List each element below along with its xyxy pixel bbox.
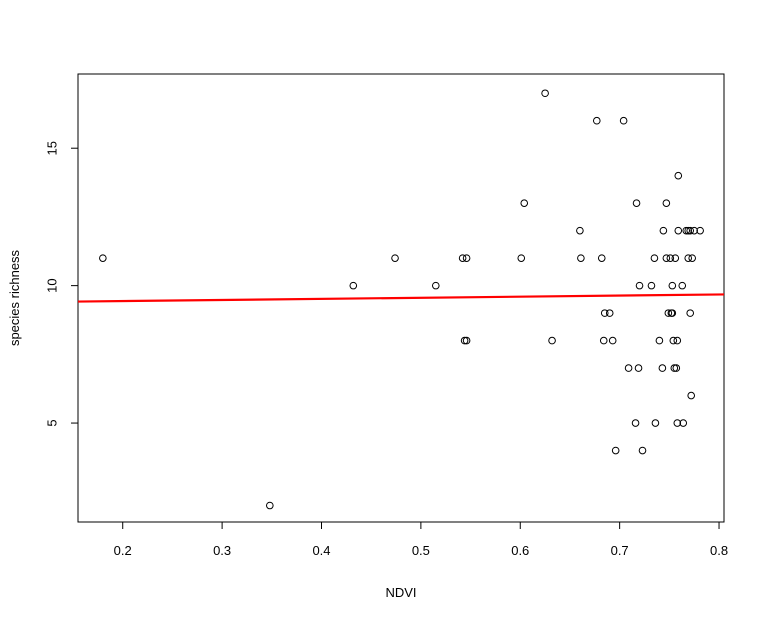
- data-point: [662, 254, 671, 262]
- data-point: [634, 364, 643, 372]
- x-tick-label: 0.5: [412, 543, 430, 558]
- y-tick-label: 10: [44, 278, 59, 292]
- data-point: [672, 364, 681, 372]
- data-point: [673, 419, 682, 427]
- data-point: [431, 281, 440, 290]
- data-point: [635, 281, 644, 290]
- data-point: [576, 226, 584, 235]
- data-point: [548, 336, 556, 345]
- data-point: [650, 254, 659, 262]
- data-point: [682, 226, 691, 235]
- data-point: [673, 336, 682, 345]
- data-point: [690, 226, 698, 235]
- x-tick-label: 0.4: [312, 543, 330, 558]
- data-point: [671, 254, 680, 262]
- data-point: [600, 309, 609, 317]
- data-point: [674, 171, 683, 180]
- data-point: [349, 281, 358, 290]
- data-point: [647, 281, 656, 290]
- x-tick-label: 0.6: [511, 543, 529, 558]
- data-point: [687, 391, 696, 400]
- data-point: [686, 309, 695, 317]
- data-points: [99, 89, 704, 510]
- data-point: [599, 336, 608, 345]
- data-point: [662, 199, 671, 207]
- data-point: [391, 254, 399, 262]
- data-point: [632, 199, 641, 207]
- y-tick-label: 15: [44, 141, 59, 155]
- data-point: [674, 226, 683, 235]
- data-point: [99, 254, 107, 262]
- data-point: [678, 281, 687, 290]
- data-point: [605, 309, 614, 317]
- data-point: [462, 336, 471, 345]
- y-tick-label: 5: [44, 419, 59, 426]
- data-point: [686, 226, 695, 235]
- data-point: [592, 116, 601, 125]
- data-point: [668, 309, 677, 317]
- regression-line: [77, 293, 725, 303]
- data-point: [460, 336, 469, 345]
- data-point: [597, 254, 606, 262]
- x-tick-label: 0.8: [710, 543, 728, 558]
- data-point: [684, 254, 693, 262]
- trend-line: [77, 293, 725, 303]
- data-point: [669, 336, 678, 345]
- data-point: [688, 254, 696, 262]
- data-point: [517, 254, 526, 262]
- data-point: [611, 446, 620, 455]
- data-point: [638, 446, 647, 455]
- data-point: [696, 226, 704, 235]
- data-point: [651, 419, 660, 427]
- data-point: [666, 254, 675, 262]
- x-axis-title: NDVI: [385, 585, 416, 600]
- x-tick-label: 0.2: [114, 543, 132, 558]
- data-point: [658, 364, 667, 372]
- y-axis: 5 10 15: [44, 141, 79, 427]
- data-point: [659, 226, 668, 235]
- data-point: [670, 364, 679, 372]
- data-point: [624, 364, 633, 372]
- y-axis-title: species richness: [7, 249, 22, 346]
- data-point: [266, 501, 274, 510]
- data-point: [655, 336, 664, 345]
- data-point: [619, 116, 628, 125]
- x-tick-label: 0.3: [213, 543, 231, 558]
- data-point: [684, 226, 693, 235]
- x-axis: 0.2 0.3 0.4 0.5 0.6 0.7 0.8: [114, 521, 728, 558]
- data-point: [679, 419, 688, 427]
- data-point: [631, 419, 640, 427]
- data-point: [520, 199, 529, 207]
- data-point: [577, 254, 585, 262]
- data-point: [668, 281, 677, 290]
- data-point: [458, 254, 467, 262]
- data-point: [541, 89, 549, 98]
- data-point: [664, 309, 673, 317]
- data-point: [608, 336, 617, 345]
- data-point: [462, 254, 471, 262]
- x-tick-label: 0.7: [611, 543, 629, 558]
